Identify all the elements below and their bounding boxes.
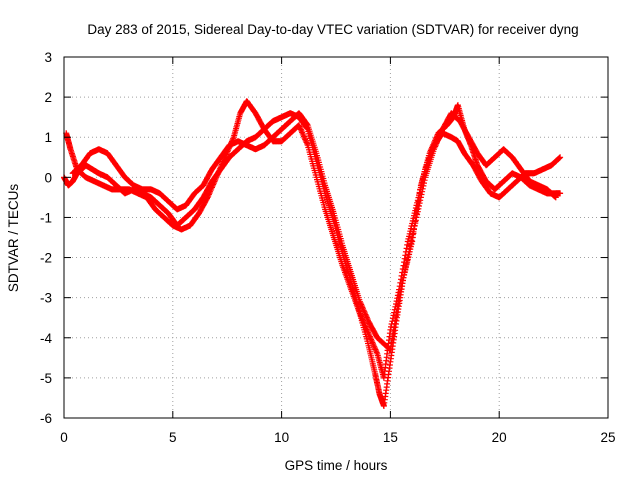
data-point	[552, 194, 559, 201]
data-point	[394, 305, 401, 312]
y-tick-label: -2	[40, 251, 52, 266]
y-tick-label: 3	[44, 50, 52, 65]
data-point	[419, 185, 426, 192]
data-point	[391, 324, 398, 331]
data-point	[414, 211, 421, 218]
y-tick-label: -3	[40, 291, 52, 306]
y-tick-label: 1	[44, 130, 52, 145]
axes: 0 5 10 15 20 25 -6 -5 -4 -3 -2 -1 0 1 2 3	[40, 50, 616, 445]
x-axis-label: GPS time / hours	[285, 458, 388, 473]
y-tick-label: 0	[44, 170, 52, 185]
data-point	[397, 288, 404, 295]
y-tick-label: -4	[40, 331, 52, 346]
x-tick-label: 0	[60, 430, 68, 445]
x-tick-label: 5	[169, 430, 177, 445]
x-tick-label: 25	[600, 430, 615, 445]
data-point	[417, 197, 424, 204]
data-point	[411, 223, 418, 229]
x-tick-label: 10	[274, 430, 289, 445]
plot-frame	[63, 56, 609, 419]
y-axis-label: SDTVAR / TECUs	[6, 184, 21, 293]
data-point	[408, 237, 415, 244]
data-point	[405, 251, 412, 258]
y-tick-label: -5	[40, 371, 52, 386]
y-tick-label: 2	[44, 90, 52, 105]
chart-title: Day 283 of 2015, Sidereal Day-to-day VTE…	[87, 22, 578, 37]
data-point	[557, 154, 564, 161]
data-point	[402, 263, 409, 270]
data-point	[388, 339, 395, 346]
y-tick-label: -1	[40, 210, 52, 225]
x-tick-label: 15	[383, 430, 398, 445]
y-tick-label: -6	[40, 411, 52, 426]
data-point	[399, 277, 406, 284]
data-series	[61, 98, 564, 409]
data-point	[557, 190, 564, 197]
x-tick-label: 20	[492, 430, 507, 445]
